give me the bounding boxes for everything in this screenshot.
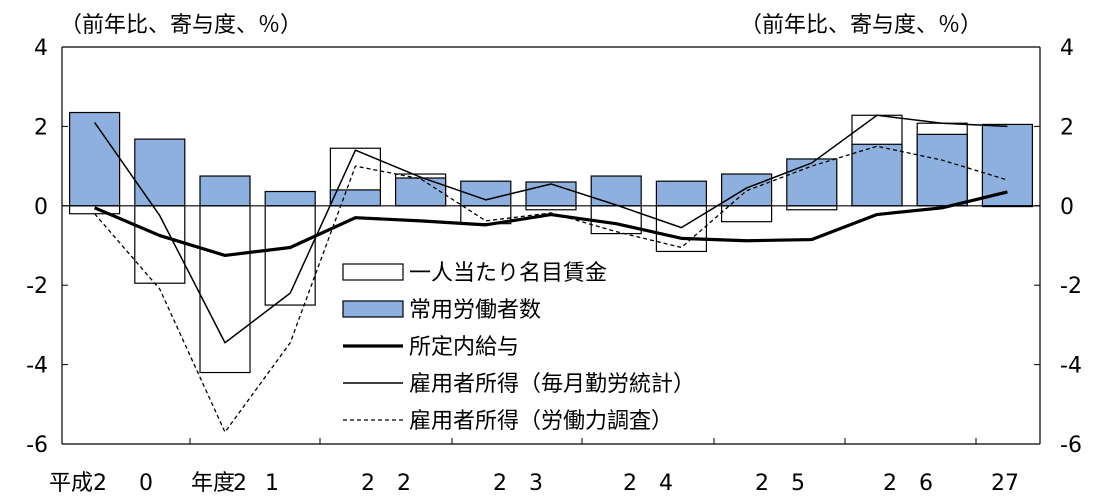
right-tick-label: -4 (1060, 354, 1082, 379)
legend-label: 雇用者所得（労働力調査） (409, 409, 673, 434)
x-tick-label: 2 (493, 471, 507, 496)
x-tick-label: 2 (361, 471, 375, 496)
bar-employees (329, 189, 381, 207)
bar-nominal-wage (720, 205, 773, 223)
right-tick-label: 4 (1060, 36, 1074, 61)
right-tick-label: -6 (1060, 433, 1082, 458)
x-tick-label: 0 (139, 471, 153, 496)
legend-label: 一人当たり名目賃金 (409, 261, 607, 286)
bar-employees (525, 181, 577, 207)
bar-nominal-wage (134, 205, 186, 284)
line-scheduled-pay (93, 190, 1008, 258)
plot-frame (61, 46, 1041, 445)
x-tick-label: 4 (659, 471, 673, 496)
x-tick-label: 2 (397, 471, 411, 496)
right-unit-label: （前年比、寄与度、％） (740, 13, 982, 38)
bar-employees (851, 143, 903, 207)
legend-label: 雇用者所得（毎月勤労統計） (409, 372, 695, 397)
bar-nominal-wage (199, 205, 251, 374)
left-unit-label: （前年比、寄与度、％） (60, 13, 302, 38)
x-tick-label: 2 (755, 471, 769, 496)
x-tick-label: 2 (883, 471, 897, 496)
bar-employees (981, 123, 1034, 207)
line-income-monthly-survey (93, 114, 1008, 344)
bar-employees (786, 158, 838, 207)
bars (68, 111, 1034, 374)
x-tick-label: 平成2 (49, 471, 107, 496)
x-tick-label: 1 (265, 471, 279, 496)
x-tick-label: 2 (623, 471, 637, 496)
right-tick-label: 0 (1060, 195, 1074, 220)
legend-swatch-outline (342, 263, 404, 281)
x-tick-label: 27 (991, 471, 1019, 496)
x-tick-label: 6 (919, 471, 933, 496)
x-tick-label: 2 (233, 471, 247, 496)
bar-employees (264, 190, 316, 207)
bar-employees (720, 173, 773, 207)
legend-label: 所定内給与 (409, 335, 519, 360)
legend-swatch-filled (342, 300, 404, 318)
right-tick-label: 2 (1060, 115, 1074, 140)
right-tick-label: -2 (1060, 274, 1082, 299)
bar-employees (199, 175, 251, 207)
bar-employees (68, 111, 121, 207)
legend-label: 常用労働者数 (409, 298, 541, 323)
left-tick-label: -4 (26, 354, 48, 379)
left-tick-label: 4 (34, 36, 48, 61)
bar-nominal-wage (655, 205, 708, 253)
x-tick-label: 3 (529, 471, 543, 496)
bar-employees (395, 177, 447, 207)
left-tick-label: -6 (26, 433, 48, 458)
bar-employees (590, 175, 642, 207)
bar-employees (655, 180, 708, 207)
bar-employees (916, 133, 968, 207)
left-tick-label: -2 (26, 274, 48, 299)
left-tick-label: 2 (34, 115, 48, 140)
x-tick-label: 年度 (191, 471, 235, 496)
line-income-labour-survey (94, 145, 1008, 433)
bar-nominal-wage (68, 205, 121, 215)
x-tick-label: 5 (791, 471, 805, 496)
lines (93, 114, 1008, 433)
bar-employees (134, 138, 186, 207)
left-tick-label: 0 (34, 195, 48, 220)
